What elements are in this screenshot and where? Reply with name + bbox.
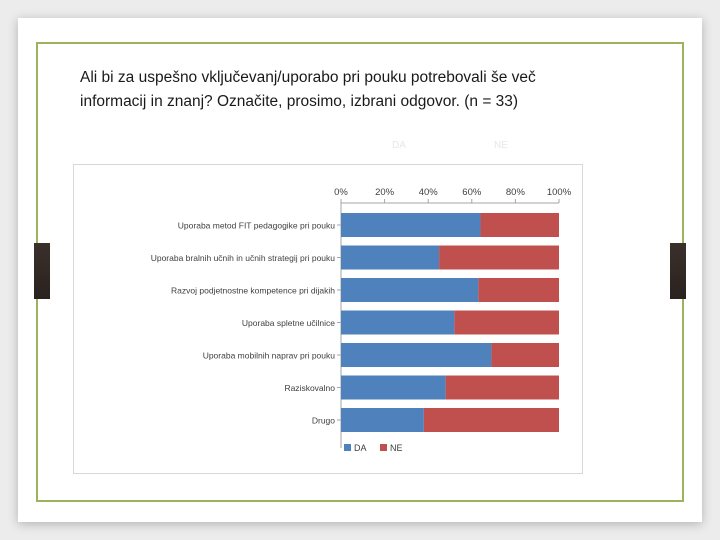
category-label: Uporaba mobilnih naprav pri pouku [203,351,336,361]
x-tick-label: 100% [547,187,572,198]
faint-label-ne: NE [494,140,508,151]
stacked-bar-chart: 0% 20% 40% 60% 80% 100% Uporaba metod FIT peda… [151,187,572,453]
category-label: Uporaba metod FIT pedagogike pri pouku [178,221,335,231]
legend-swatch-ne [380,444,387,451]
bar-ne [423,408,559,432]
left-decorative-tab [34,243,50,299]
chart-area: 0% 20% 40% 60% 80% 100% Uporaba metod FIT peda… [73,164,583,474]
slide-title: Ali bi za uspešno vključevanj/uporabo pr… [80,69,536,110]
bar-ne [491,343,559,367]
x-tick-label: 60% [462,187,482,198]
bar-ne [454,310,559,335]
legend-swatch-da [344,444,351,451]
bar-ne [445,375,559,400]
category-label: Uporaba bralnih učnih in učnih strategij… [151,253,336,263]
x-tick-label: 80% [506,187,526,198]
bar-ne [480,213,559,237]
x-tick-label: 40% [419,187,439,198]
category-label: Razvoj podjetnostne kompetence pri dijak… [171,286,335,296]
legend-label-ne: NE [390,443,403,453]
bar-ne [478,278,559,302]
x-tick-label: 20% [375,187,395,198]
bar-ne [439,245,559,270]
category-label: Raziskovalno [284,383,335,393]
x-tick-label: 0% [334,187,348,198]
bar-da [341,245,440,270]
legend-label-da: DA [354,443,367,453]
bar-da [341,375,446,400]
bar-da [341,213,481,237]
category-label: Drugo [312,416,335,426]
bar-da [341,343,492,367]
bar-da [341,408,424,432]
faint-label-da: DA [392,140,406,151]
category-label: Uporaba spletne učilnice [242,318,335,328]
bar-da [341,278,479,302]
bar-da [341,310,455,335]
right-decorative-tab [670,243,686,299]
